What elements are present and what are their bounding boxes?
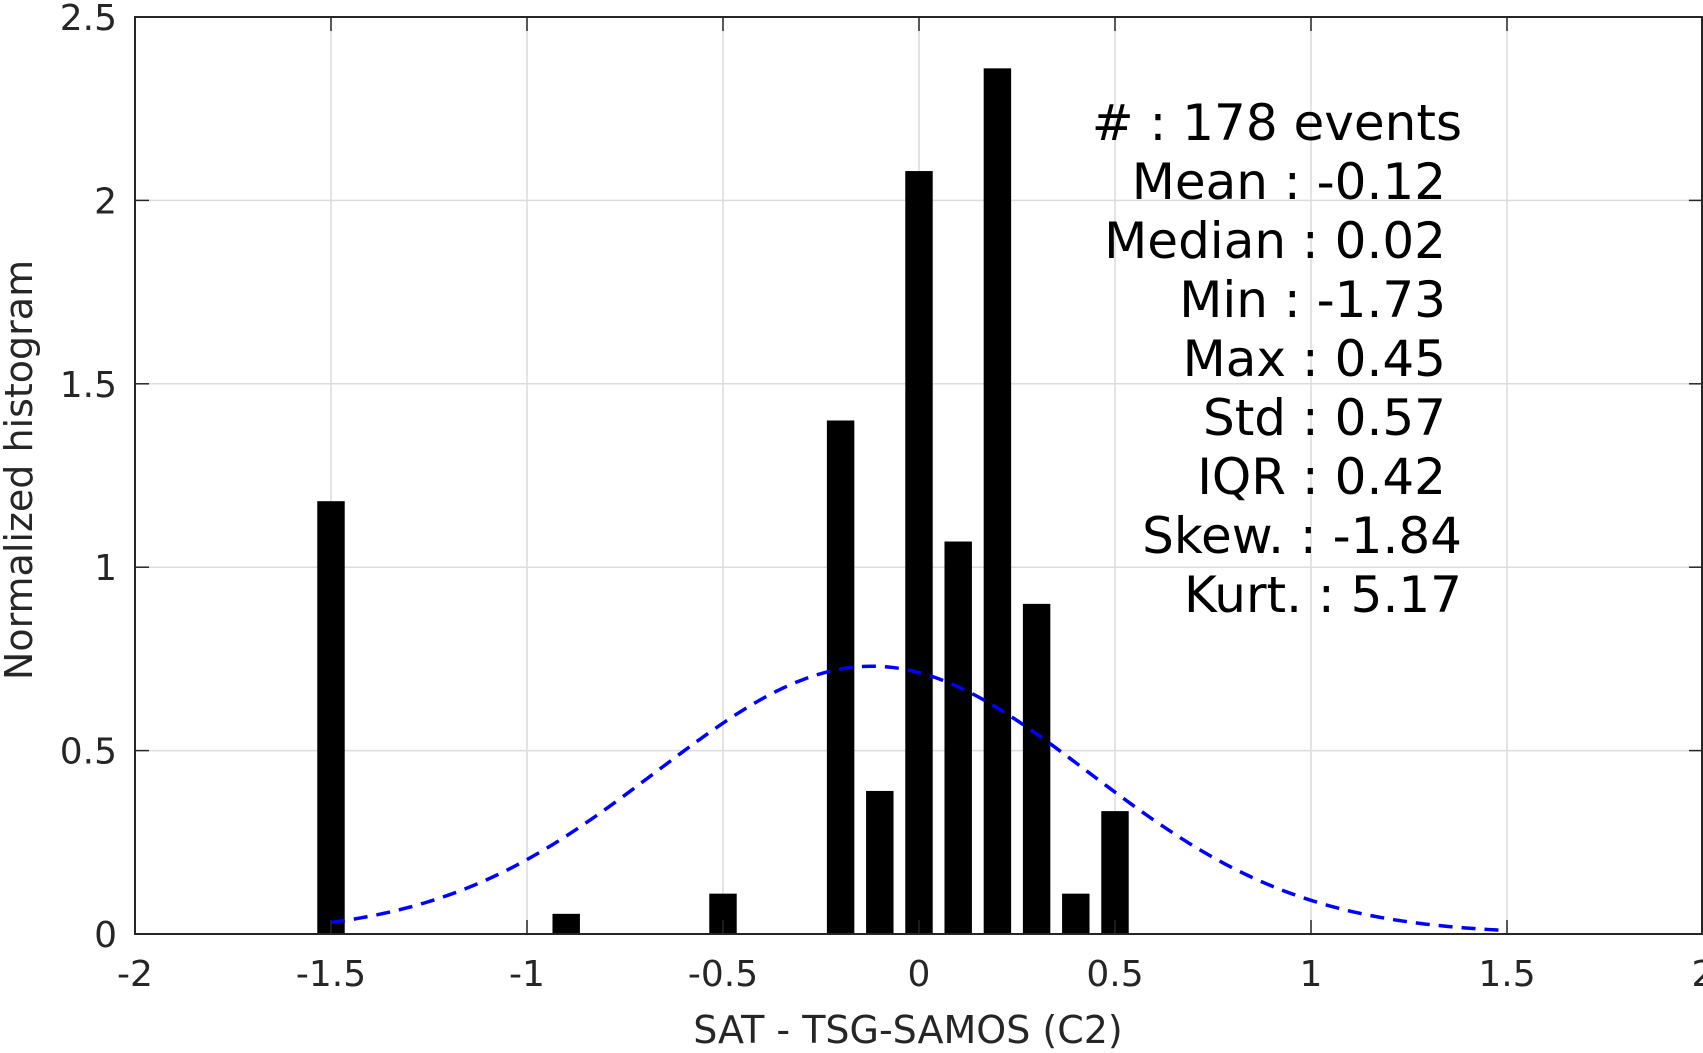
bars: [317, 68, 1129, 935]
histogram-bar: [905, 171, 933, 934]
x-tick-label: -1: [509, 954, 545, 995]
histogram-bar: [1022, 603, 1051, 934]
histogram-bar: [1101, 811, 1129, 934]
x-tick-label: 2: [1692, 954, 1703, 995]
x-tick-label: 0.5: [1086, 954, 1143, 995]
normal-fit-line: [330, 664, 1508, 933]
y-tick-label: 1.5: [60, 365, 117, 406]
stat-line: # : 178 events: [1092, 94, 1462, 152]
stat-line: Median : 0.02: [1104, 212, 1446, 270]
stat-line: Std : 0.57: [1203, 389, 1446, 447]
y-axis-label: Normalized histogram: [0, 260, 41, 680]
x-tick-label: 1.5: [1478, 954, 1535, 995]
x-axis-label: SAT - TSG-SAMOS (C2): [693, 1008, 1123, 1052]
y-tick-label: 2: [94, 181, 117, 222]
y-tick-label: 0: [94, 915, 117, 956]
tick-labels: -2 -1.5 -1 -0.5 0 0.5 1 1.5 2 0 0.5 1 1.5 2 2.5: [60, 0, 1703, 995]
histogram-bar: [944, 541, 972, 934]
normal-fit-curve: [330, 664, 1508, 933]
stat-line: Min : -1.73: [1179, 271, 1446, 329]
x-tick-label: -2: [117, 954, 153, 995]
histogram-bar: [983, 68, 1012, 935]
histogram-bar: [866, 790, 894, 934]
axes-frame: [134, 16, 1703, 935]
stat-line: Mean : -0.12: [1132, 153, 1446, 211]
histogram-bar: [826, 420, 855, 935]
stat-line: Max : 0.45: [1183, 330, 1446, 388]
y-tick-label: 1: [94, 548, 117, 589]
axes-box: [134, 16, 1703, 935]
x-tick-label: -0.5: [688, 954, 758, 995]
stat-line: IQR : 0.42: [1197, 448, 1446, 506]
histogram-bar: [317, 501, 345, 934]
histogram-bar: [1062, 893, 1090, 934]
x-tick-label: 1: [1300, 954, 1323, 995]
x-tick-label: 0: [908, 954, 931, 995]
x-tick-label: -1.5: [296, 954, 366, 995]
histogram-bar: [552, 913, 580, 934]
stat-line: Skew. : -1.84: [1142, 507, 1462, 565]
y-tick-label: 0.5: [60, 732, 117, 773]
y-tick-label: 2.5: [60, 0, 117, 39]
stat-line: Kurt. : 5.17: [1184, 566, 1462, 624]
